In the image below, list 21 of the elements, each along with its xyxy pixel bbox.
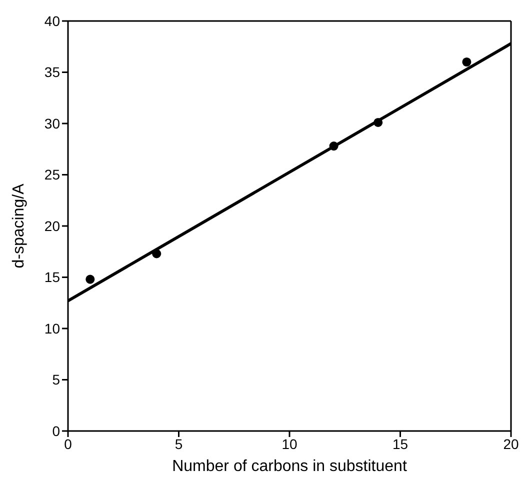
y-tick-label: 30: [44, 115, 60, 132]
x-tick-label: 20: [503, 436, 519, 452]
y-axis-title: d-spacing/A: [10, 183, 28, 268]
x-tick-label: 0: [64, 436, 72, 452]
y-tick-label: 35: [44, 64, 60, 80]
x-tick-label: 10: [282, 436, 298, 452]
y-tick-label: 10: [44, 320, 60, 336]
y-tick-label: 40: [44, 12, 60, 29]
y-tick-label: 25: [44, 166, 60, 183]
y-tick-label: 15: [44, 269, 60, 286]
x-tick-label: 15: [392, 436, 408, 452]
x-axis-title: Number of carbons in substituent: [172, 458, 408, 475]
point: [152, 249, 162, 258]
y-tick-label: 0: [52, 422, 60, 439]
y-tick-label: 5: [52, 372, 60, 388]
x-tick-label: 5: [174, 436, 183, 452]
point: [86, 274, 95, 284]
y-tick-label: 20: [44, 218, 60, 234]
point: [329, 142, 338, 151]
point: [462, 57, 472, 67]
point: [374, 118, 383, 127]
